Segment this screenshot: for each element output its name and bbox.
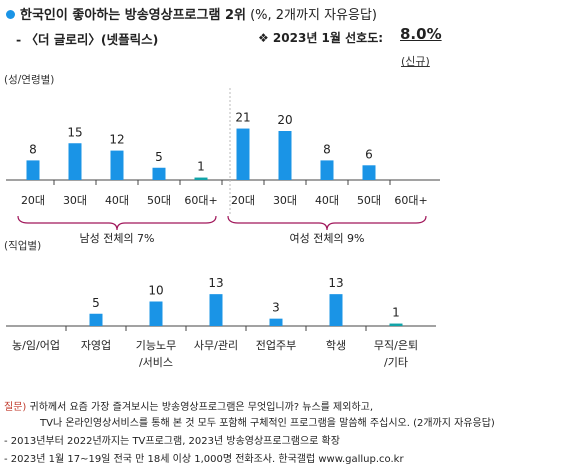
data-label-2: 12 <box>109 133 124 147</box>
occupation-tick-label-5: 학생 <box>326 339 346 352</box>
data-label-4: 1 <box>197 160 205 174</box>
occupation-data-label-2: 10 <box>148 284 163 298</box>
bar-male-4 <box>194 177 208 180</box>
title-main: 한국인이 좋아하는 방송영상프로그램 2위 <box>20 8 246 23</box>
bar-occupation-1 <box>89 313 103 326</box>
bullet-icon <box>6 10 15 19</box>
group-brace-1 <box>227 215 427 231</box>
data-label-0: 8 <box>29 142 37 156</box>
x-tick-label-2: 40대 <box>105 194 129 207</box>
x-tick-label-0: 20대 <box>21 194 45 207</box>
x-tick-label-6: 30대 <box>273 194 297 207</box>
bar-female-8 <box>362 165 376 180</box>
occupation-tick-label-0: 농/임/어업 <box>12 339 60 352</box>
question-line-1: 귀하께서 요즘 가장 즐겨보시는 방송영상프로그램은 무엇입니까? 뉴스를 제외… <box>29 402 374 413</box>
x-tick-label-4: 60대+ <box>184 194 217 207</box>
question-block: 질문) 귀하께서 요즘 가장 즐겨보시는 방송영상프로그램은 무엇입니까? 뉴스… <box>4 398 373 413</box>
question-label: 질문) <box>4 402 27 413</box>
x-tick-label-1: 30대 <box>63 194 87 207</box>
data-label-5: 21 <box>235 111 250 125</box>
section-label-occupation: (직업별) <box>4 240 42 252</box>
bar-female-7 <box>320 160 334 180</box>
question-line-2: TV나 온라인영상서비스를 통해 본 것 모두 포함해 구체적인 프로그램을 말… <box>40 418 495 429</box>
bar-occupation-3 <box>209 294 223 326</box>
occupation-tick-label-3: 사무/관리 <box>194 339 238 352</box>
section-label-gender-age: (성/연령별) <box>4 74 55 86</box>
data-label-6: 20 <box>277 113 292 127</box>
bar-female-5 <box>236 128 250 180</box>
group-label-1: 여성 전체의 9% <box>289 232 364 245</box>
occupation-data-label-1: 5 <box>92 296 100 310</box>
group-label-0: 남성 전체의 7% <box>79 232 154 245</box>
bar-occupation-2 <box>149 301 163 326</box>
data-label-7: 8 <box>323 142 331 156</box>
x-tick-label-8: 50대 <box>357 194 381 207</box>
x-tick-label-3: 50대 <box>147 194 171 207</box>
occupation-tick-label-4: 전업주부 <box>256 339 296 352</box>
bar-male-0 <box>26 160 40 180</box>
group-brace-0 <box>17 215 217 231</box>
data-label-8: 6 <box>365 147 373 161</box>
bar-occupation-6 <box>389 323 403 326</box>
x-tick-label-7: 40대 <box>315 194 339 207</box>
footnote-1: - 2013년부터 2022년까지는 TV프로그램, 2023년 방송영상프로그… <box>4 436 340 447</box>
footnote-2: - 2023년 1월 17~19일 전국 만 18세 이상 1,000명 전화조… <box>4 454 404 465</box>
bar-male-2 <box>110 150 124 180</box>
bar-occupation-4 <box>269 318 283 326</box>
occupation-data-label-3: 13 <box>208 276 223 290</box>
bar-male-1 <box>68 143 82 180</box>
occupation-tick-label-1: 자영업 <box>81 339 111 352</box>
occupation-tick-label-6: 무직/은퇴/기타 <box>374 339 418 369</box>
preference-value: 8.0% <box>400 25 442 43</box>
bar-occupation-5 <box>329 294 343 326</box>
bar-male-3 <box>152 167 166 180</box>
data-label-1: 15 <box>67 125 82 139</box>
occupation-data-label-6: 1 <box>392 306 400 320</box>
occupation-tick-label-2: 기능노무/서비스 <box>136 339 176 369</box>
data-label-3: 5 <box>155 150 163 164</box>
x-tick-label-5: 20대 <box>231 194 255 207</box>
program-name: - 〈더 글로리〉(넷플릭스) <box>16 32 159 47</box>
occupation-data-label-4: 3 <box>272 301 280 315</box>
x-tick-label-9: 60대+ <box>394 194 427 207</box>
chart-title: 한국인이 좋아하는 방송영상프로그램 2위 (%, 2개까지 자유응답) <box>6 4 377 23</box>
new-tag: (신규) <box>401 55 430 68</box>
occupation-data-label-5: 13 <box>328 276 343 290</box>
title-note: (%, 2개까지 자유응답) <box>250 8 377 23</box>
preference-label: ❖ 2023년 1월 선호도: <box>258 31 384 45</box>
bar-female-6 <box>278 131 292 180</box>
